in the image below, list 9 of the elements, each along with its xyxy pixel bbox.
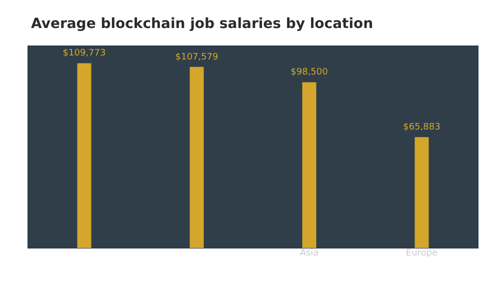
data-label: $109,773 [62,48,106,59]
bar [77,63,92,248]
data-label: $107,579 [175,52,218,62]
bar [414,137,429,248]
data-label: $65,883 [403,122,440,133]
bar [302,82,316,248]
bar [190,66,204,248]
chart-title: Average blockchain job salaries by location [31,16,374,32]
data-label: $98,500 [290,68,328,78]
